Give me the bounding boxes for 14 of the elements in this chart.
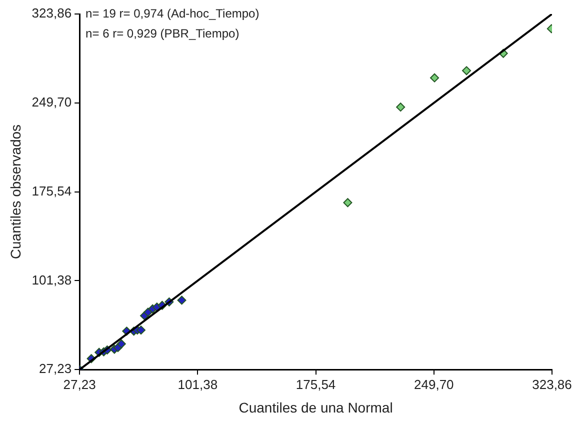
y-axis-title: Cuantiles observados bbox=[7, 124, 24, 260]
x-tick-label: 175,54 bbox=[296, 376, 336, 392]
y-tick-label: 27,23 bbox=[39, 361, 72, 376]
y-tick-label: 323,86 bbox=[32, 6, 72, 21]
x-tick-label: 27,23 bbox=[63, 376, 96, 392]
x-tick-label: 101,38 bbox=[178, 376, 218, 392]
annotation: n= 6 r= 0,929 (PBR_Tiempo) bbox=[86, 26, 240, 40]
x-tick-label: 323,86 bbox=[532, 376, 572, 392]
y-tick-label: 101,38 bbox=[32, 272, 72, 288]
annotation: n= 19 r= 0,974 (Ad-hoc_Tiempo) bbox=[86, 6, 260, 20]
x-tick-label: 249,70 bbox=[414, 376, 454, 392]
y-tick-label: 175,54 bbox=[32, 183, 72, 198]
x-axis-title: Cuantiles de una Normal bbox=[238, 399, 393, 416]
y-tick-label: 249,70 bbox=[32, 94, 72, 110]
